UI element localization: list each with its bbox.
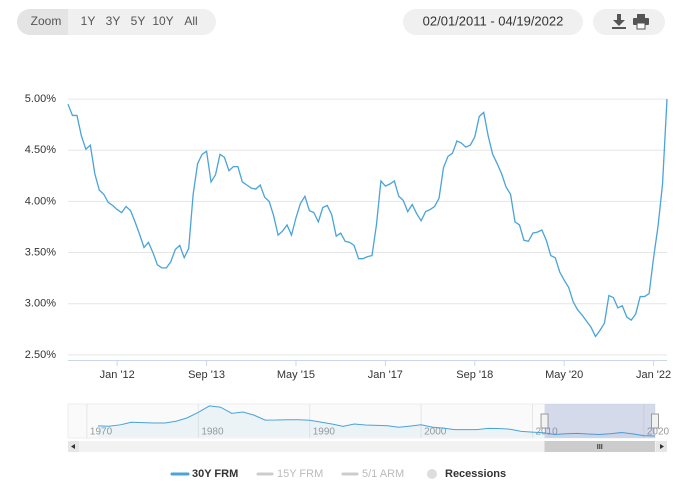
zoom-button[interactable]: 5Y — [131, 14, 146, 28]
zoom-label: Zoom — [31, 14, 62, 28]
legend-label[interactable]: 5/1 ARM — [362, 468, 404, 480]
zoom-button[interactable]: 1Y — [81, 14, 96, 28]
scroll-right-arrow — [660, 444, 664, 449]
y-tick-label: 3.50% — [25, 246, 56, 258]
nav-line — [98, 405, 656, 437]
y-tick-label: 5.00% — [25, 93, 56, 105]
y-tick-label: 2.50% — [25, 349, 56, 361]
y-tick-label: 3.00% — [25, 298, 56, 310]
legend-swatch — [427, 469, 437, 479]
zoom-label-bg — [17, 9, 68, 35]
nav-tick-label: 2020 — [647, 427, 670, 438]
date-range-box[interactable] — [403, 9, 583, 35]
legend-label[interactable]: 30Y FRM — [192, 468, 238, 480]
x-tick-label: Sep '13 — [188, 369, 225, 381]
x-tick-label: May '15 — [277, 369, 315, 381]
nav-tick-label: 1970 — [90, 427, 113, 438]
legend-label[interactable]: Recessions — [445, 468, 506, 480]
navigator — [67, 403, 656, 439]
zoom-button[interactable]: All — [184, 14, 197, 28]
y-tick-label: 4.50% — [25, 144, 56, 156]
date-range[interactable]: 02/01/2011 - 04/19/2022 — [423, 13, 564, 28]
zoom-button[interactable]: 10Y — [152, 14, 173, 28]
download-icon[interactable] — [612, 14, 626, 29]
plot-area — [68, 52, 667, 360]
series-line — [67, 99, 668, 338]
nav-tick-label: 2010 — [535, 427, 558, 438]
nav-area-fill — [98, 405, 655, 437]
x-tick-label: Sep '18 — [456, 369, 493, 381]
x-tick-label: Jan '12 — [100, 369, 135, 381]
x-tick-label: Jan '22 — [636, 369, 671, 381]
nav-tick-label: 1990 — [313, 427, 336, 438]
zoom-button[interactable]: 3Y — [106, 14, 121, 28]
x-tick-label: Jan '17 — [368, 369, 403, 381]
print-icon[interactable] — [633, 14, 649, 30]
x-tick-label: May '20 — [545, 369, 583, 381]
export-group — [593, 9, 665, 35]
legend-label[interactable]: 15Y FRM — [277, 468, 323, 480]
nav-handle[interactable] — [540, 413, 549, 429]
scrollbar-track[interactable] — [68, 441, 667, 452]
nav-mask[interactable] — [544, 404, 655, 438]
scroll-left-arrow — [71, 444, 75, 449]
nav-tick-label: 1980 — [201, 427, 224, 438]
nav-handle[interactable] — [651, 413, 659, 429]
nav-tick-label: 2000 — [424, 427, 447, 438]
y-tick-label: 4.00% — [25, 195, 56, 207]
